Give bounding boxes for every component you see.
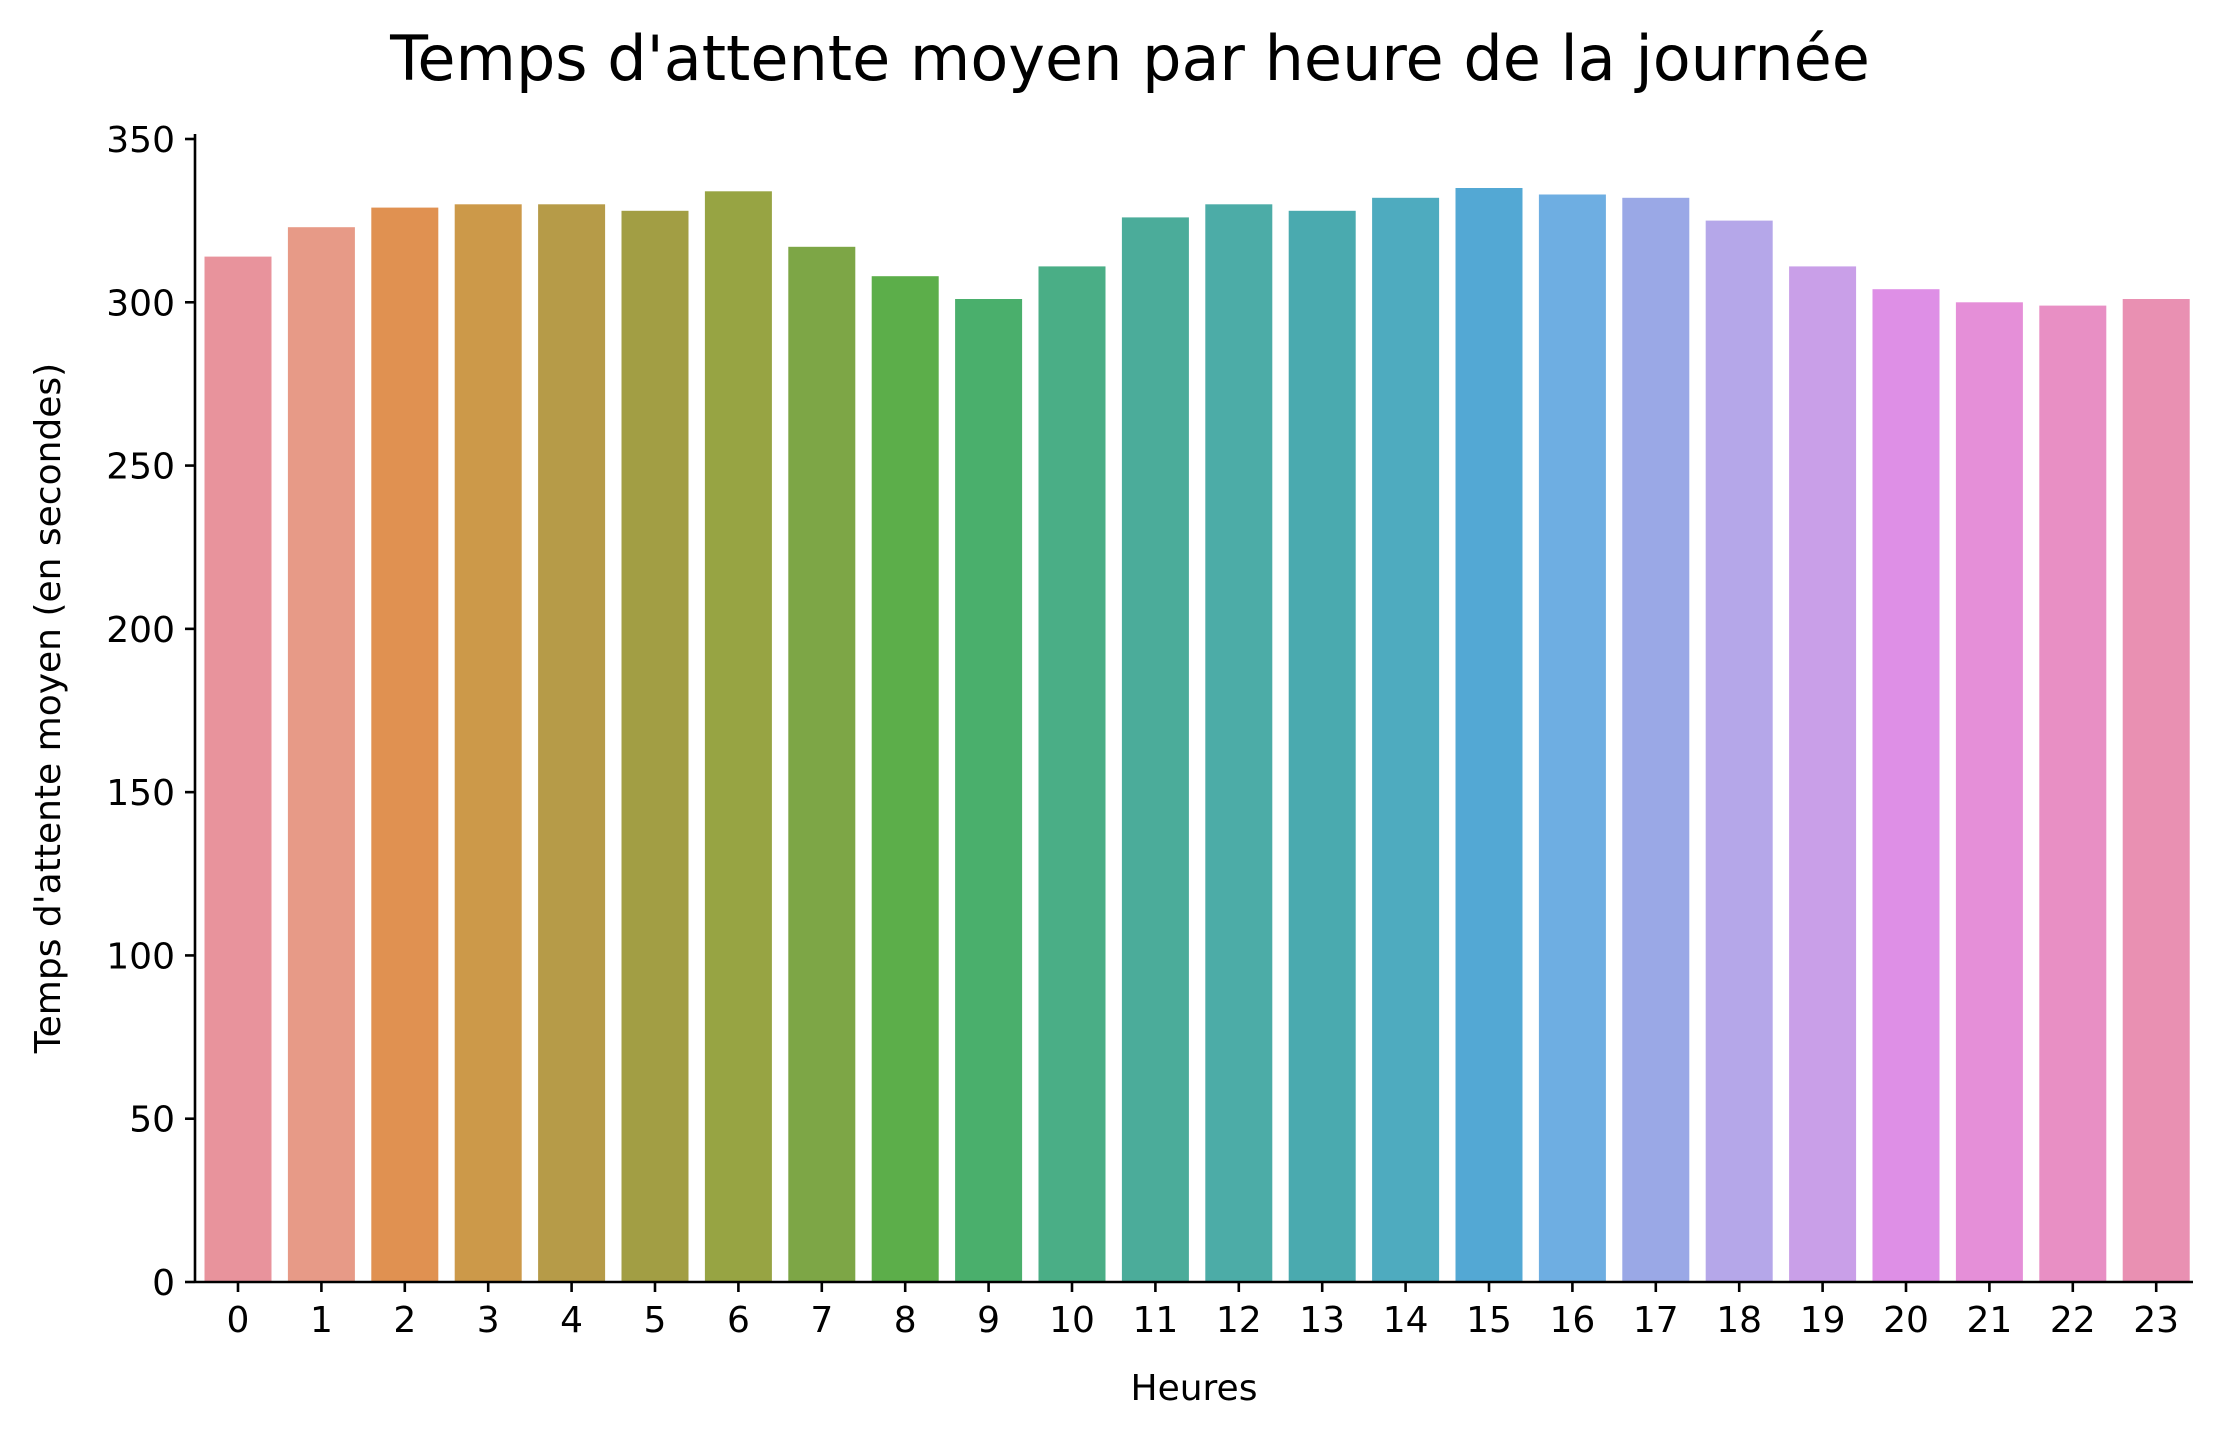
x-tick-label: 8 bbox=[894, 1300, 917, 1341]
x-axis-ticks: 0 1 2 3 4 5 6 7 8 9 10 11 12 13 14 15 16 17 18 19 20 21 22 23 bbox=[227, 1282, 2179, 1341]
x-tick-label: 23 bbox=[2133, 1300, 2179, 1341]
x-tick-label: 11 bbox=[1132, 1300, 1178, 1341]
y-tick-label: 0 bbox=[152, 1263, 175, 1304]
x-tick-label: 14 bbox=[1383, 1300, 1429, 1341]
bar-1 bbox=[287, 227, 355, 1283]
bar-15 bbox=[1455, 188, 1523, 1282]
bars-group bbox=[204, 188, 2190, 1283]
x-tick-label: 5 bbox=[644, 1300, 667, 1341]
chart-title: Temps d'attente moyen par heure de la jo… bbox=[389, 22, 1870, 95]
bar-20 bbox=[1872, 289, 1940, 1282]
y-axis-label: Temps d'attente moyen (en secondes) bbox=[28, 363, 69, 1054]
x-tick-label: 0 bbox=[227, 1300, 250, 1341]
bar-18 bbox=[1705, 220, 1773, 1283]
x-tick-label: 21 bbox=[1966, 1300, 2012, 1341]
bar-9 bbox=[955, 299, 1023, 1282]
x-tick-label: 1 bbox=[310, 1300, 333, 1341]
x-tick-label: 19 bbox=[1800, 1300, 1846, 1341]
x-tick-label: 13 bbox=[1299, 1300, 1345, 1341]
x-tick-label: 3 bbox=[477, 1300, 500, 1341]
x-tick-label: 7 bbox=[810, 1300, 833, 1341]
x-tick-label: 15 bbox=[1466, 1300, 1512, 1341]
y-tick-label: 50 bbox=[129, 1100, 175, 1141]
x-tick-label: 12 bbox=[1216, 1300, 1262, 1341]
bar-7 bbox=[788, 246, 856, 1282]
y-axis-ticks: 0 50 100 150 200 250 300 350 bbox=[106, 120, 195, 1304]
x-tick-label: 22 bbox=[2050, 1300, 2096, 1341]
x-axis-label: Heures bbox=[1131, 1368, 1258, 1409]
bar-17 bbox=[1622, 197, 1690, 1282]
x-tick-label: 2 bbox=[393, 1300, 416, 1341]
x-tick-label: 10 bbox=[1049, 1300, 1095, 1341]
bar-0 bbox=[204, 256, 272, 1283]
y-tick-label: 250 bbox=[106, 447, 175, 488]
bar-14 bbox=[1372, 197, 1440, 1282]
x-tick-label: 9 bbox=[977, 1300, 1000, 1341]
y-tick-label: 150 bbox=[106, 773, 175, 814]
bar-4 bbox=[538, 204, 606, 1282]
bar-13 bbox=[1288, 210, 1356, 1282]
y-tick-label: 350 bbox=[106, 120, 175, 161]
x-tick-label: 20 bbox=[1883, 1300, 1929, 1341]
bar-16 bbox=[1538, 194, 1606, 1282]
bar-3 bbox=[454, 204, 522, 1282]
x-tick-label: 18 bbox=[1716, 1300, 1762, 1341]
bar-12 bbox=[1205, 204, 1273, 1282]
bar-2 bbox=[371, 207, 439, 1283]
bar-22 bbox=[2039, 305, 2107, 1283]
x-tick-label: 17 bbox=[1633, 1300, 1679, 1341]
bar-21 bbox=[1955, 302, 2023, 1282]
x-tick-label: 6 bbox=[727, 1300, 750, 1341]
bar-23 bbox=[2122, 299, 2190, 1282]
bar-6 bbox=[704, 191, 772, 1282]
y-tick-label: 200 bbox=[106, 610, 175, 651]
x-tick-label: 4 bbox=[560, 1300, 583, 1341]
bar-8 bbox=[871, 276, 939, 1282]
y-tick-label: 300 bbox=[106, 283, 175, 324]
bar-5 bbox=[621, 210, 689, 1282]
x-tick-label: 16 bbox=[1549, 1300, 1595, 1341]
bar-10 bbox=[1038, 266, 1106, 1282]
bar-11 bbox=[1121, 217, 1189, 1282]
bar-19 bbox=[1789, 266, 1857, 1282]
y-tick-label: 100 bbox=[106, 936, 175, 977]
